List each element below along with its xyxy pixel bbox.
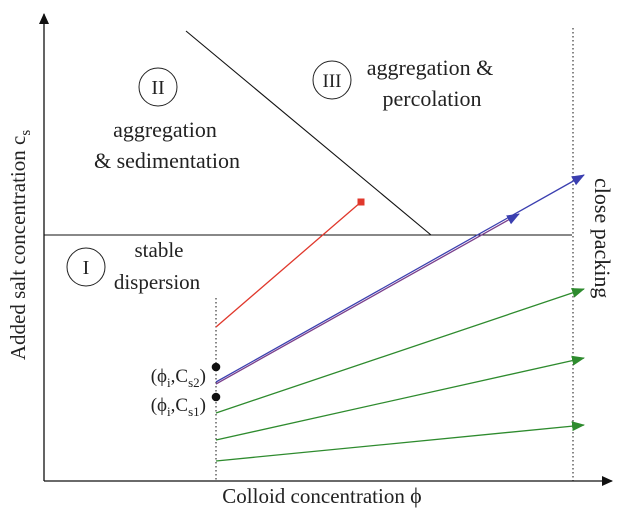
green-trajectory-2 [215,355,585,441]
x-axis-label: Colloid concentration ϕ [222,483,421,508]
point-cs2-label: (ϕi,Cs2) [151,366,206,390]
region-three-numeral: III [323,71,342,92]
red-endpoint [357,198,365,206]
diagonal-boundary [185,30,432,236]
green-trajectory-1 [215,288,585,414]
region-one-line2: dispersion [114,270,201,294]
region-two-line1: aggregation [113,117,217,142]
region-two-line2: & sedimentation [94,148,240,173]
red-trajectory [215,201,362,328]
region-one-numeral: I [83,257,90,279]
close-packing-label: close packing [590,178,615,298]
point-cs1 [211,392,221,402]
region-three-line1: aggregation & [367,55,493,80]
region-three-circle [312,60,352,100]
y-axis-label: Added salt concentration cs [6,130,34,361]
region-one-circle [66,247,106,287]
region-three-line2: percolation [383,86,482,111]
region-two-circle [138,67,178,107]
point-cs2 [211,362,221,372]
green-trajectory-3 [215,421,585,462]
region-one-line1: stable [135,238,184,262]
region-two-numeral: II [151,77,164,99]
purple-trajectory [215,213,520,385]
point-cs1-label: (ϕi,Cs1) [151,395,206,419]
blue-trajectory [215,174,585,383]
